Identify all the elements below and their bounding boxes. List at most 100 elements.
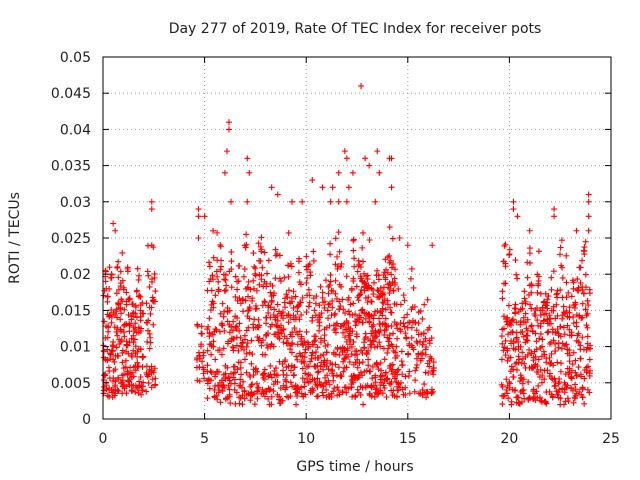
y-tick-label: 0.025: [51, 231, 91, 247]
data-point: [104, 293, 111, 300]
data-point: [218, 321, 225, 328]
data-point: [281, 274, 288, 281]
data-point: [579, 314, 586, 321]
data-point: [253, 287, 260, 294]
data-point: [303, 309, 310, 316]
data-point: [121, 329, 128, 336]
data-point: [585, 302, 592, 309]
data-point: [244, 340, 251, 347]
data-point: [525, 378, 532, 385]
data-point: [222, 272, 229, 279]
data-point: [376, 315, 383, 322]
data-point: [267, 304, 274, 311]
data-point: [356, 374, 363, 381]
data-point: [359, 306, 366, 313]
data-point: [302, 391, 309, 398]
data-point: [228, 198, 235, 205]
data-point: [274, 379, 281, 386]
data-point: [553, 291, 560, 298]
data-point: [301, 354, 308, 361]
data-point: [255, 324, 262, 331]
data-point: [196, 378, 203, 385]
data-point: [119, 377, 126, 384]
data-point: [234, 314, 241, 321]
data-point: [340, 306, 347, 313]
data-point: [535, 248, 542, 255]
data-point: [582, 284, 589, 291]
data-point: [247, 286, 254, 293]
data-point: [583, 369, 590, 376]
data-point: [506, 384, 513, 391]
data-point: [520, 376, 527, 383]
data-point: [260, 337, 267, 344]
data-point: [136, 292, 143, 299]
data-point: [115, 274, 122, 281]
data-point: [224, 318, 231, 325]
data-point: [344, 345, 351, 352]
data-point: [582, 306, 589, 313]
data-point: [236, 327, 243, 334]
data-point: [428, 389, 435, 396]
data-point: [112, 227, 119, 234]
data-point: [322, 277, 329, 284]
data-point: [548, 274, 555, 281]
data-point: [327, 278, 334, 285]
data-point: [379, 305, 386, 312]
data-point: [285, 363, 292, 370]
data-point: [360, 401, 367, 408]
data-point: [341, 148, 348, 155]
data-point: [261, 249, 268, 256]
data-point: [234, 366, 241, 373]
data-point: [498, 333, 505, 340]
data-point: [404, 311, 411, 318]
data-point: [574, 276, 581, 283]
data-point: [337, 263, 344, 270]
data-point: [243, 369, 250, 376]
data-point: [130, 332, 137, 339]
data-point: [354, 351, 361, 358]
data-point: [579, 286, 586, 293]
data-point: [512, 257, 519, 264]
data-point: [575, 364, 582, 371]
data-point: [334, 265, 341, 272]
data-point: [269, 321, 276, 328]
data-point: [412, 377, 419, 384]
data-point: [315, 368, 322, 375]
data-point: [379, 372, 386, 379]
data-point: [370, 315, 377, 322]
data-point: [102, 268, 109, 275]
data-point: [217, 310, 224, 317]
data-point: [306, 299, 313, 306]
data-point: [148, 276, 155, 283]
data-point: [140, 353, 147, 360]
data-point: [544, 305, 551, 312]
data-point: [255, 384, 262, 391]
data-point: [349, 311, 356, 318]
data-point: [410, 284, 417, 291]
data-point: [246, 169, 253, 176]
data-point: [506, 246, 513, 253]
data-point: [237, 364, 244, 371]
data-point: [125, 311, 132, 318]
data-point: [212, 326, 219, 333]
data-point: [274, 372, 281, 379]
data-point: [522, 298, 529, 305]
data-point: [517, 318, 524, 325]
data-point: [224, 364, 231, 371]
data-point: [244, 198, 251, 205]
data-point: [114, 264, 121, 271]
data-point: [401, 297, 408, 304]
data-point: [524, 259, 531, 266]
data-point: [533, 346, 540, 353]
data-point: [146, 283, 153, 290]
data-point: [248, 337, 255, 344]
data-point: [246, 315, 253, 322]
data-point: [524, 274, 531, 281]
data-point: [561, 331, 568, 338]
data-point: [337, 303, 344, 310]
data-point: [570, 399, 577, 406]
data-point: [528, 323, 535, 330]
data-point: [534, 363, 541, 370]
data-point: [324, 307, 331, 314]
